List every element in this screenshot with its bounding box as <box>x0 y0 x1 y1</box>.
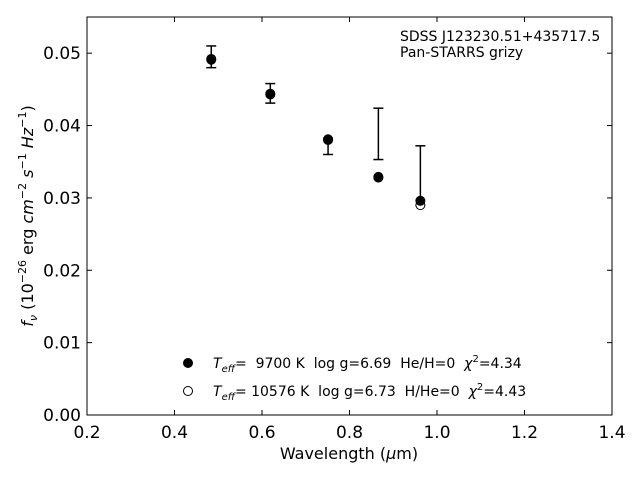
data-markers <box>206 53 426 211</box>
axis-ticks <box>86 17 613 416</box>
x-axis-title: Wavelength (μm) <box>280 444 418 463</box>
model-point-filled <box>373 171 384 182</box>
annotation-survey-name: Pan-STARRS grizy <box>400 45 523 61</box>
x-tick-label: 1.2 <box>511 423 538 443</box>
x-tick-label: 0.2 <box>73 423 100 443</box>
y-tick-label: 0.01 <box>43 334 81 354</box>
plot-background <box>87 17 612 415</box>
x-tick-label: 1.0 <box>423 423 450 443</box>
legend-marker-open <box>183 386 193 396</box>
model-point-filled <box>206 53 217 64</box>
legend-label-model-2: Teff= 10576 K log g=6.73 H/He=0 χ2=4.43 <box>213 382 526 403</box>
x-tick-label: 0.8 <box>336 423 363 443</box>
legend-marker-filled <box>183 358 193 368</box>
x-tick-label: 1.4 <box>598 423 625 443</box>
tick-labels: 0.2 0.4 0.6 0.8 1.0 1.2 1.4 0.00 0.01 0.02 0.03 0.0… <box>43 44 625 443</box>
y-tick-label: 0.03 <box>43 189 81 209</box>
x-tick-label: 0.6 <box>248 423 275 443</box>
legend-label-model-1: Teff= 9700 K log g=6.69 He/H=0 χ2=4.34 <box>213 354 522 375</box>
model-point-filled <box>323 134 334 145</box>
y-tick-label: 0.05 <box>43 44 81 64</box>
y-tick-label: 0.02 <box>43 261 81 281</box>
model-point-filled <box>265 88 276 99</box>
y-tick-label: 0.00 <box>43 406 81 426</box>
annotation-object-name: SDSS J123230.51+435717.5 <box>400 29 600 45</box>
y-tick-label: 0.04 <box>43 117 81 137</box>
legend: Teff= 9700 K log g=6.69 He/H=0 χ2=4.34 T… <box>183 354 526 403</box>
model-point-filled <box>415 195 426 206</box>
y-axis-title: fν (10−26 erg cm−2 s−1 Hz−1) <box>16 105 40 326</box>
x-tick-label: 0.4 <box>161 423 188 443</box>
